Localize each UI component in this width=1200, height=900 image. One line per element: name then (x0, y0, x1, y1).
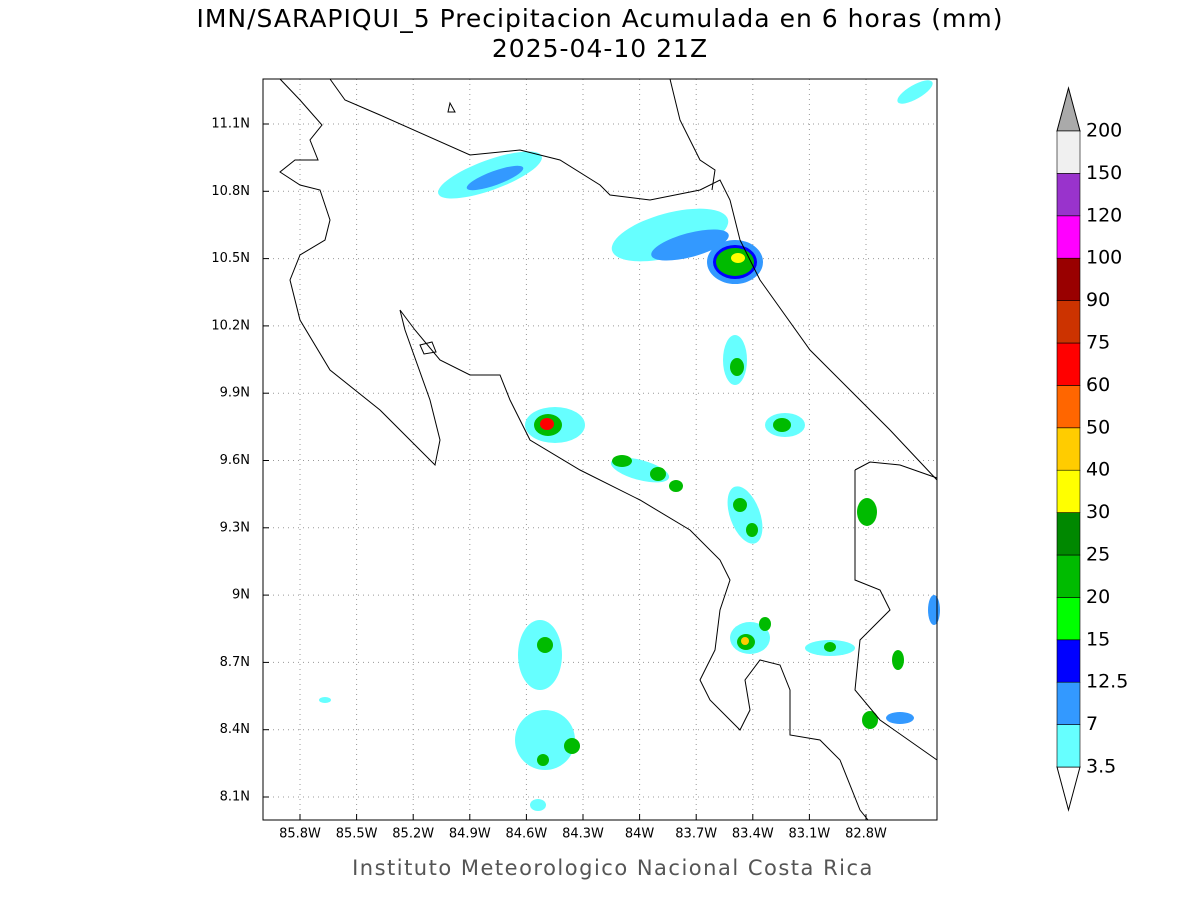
lon-tick-label: 82.8W (845, 827, 887, 842)
lat-tick-label: 10.2N (211, 318, 250, 333)
colorbar-label: 20 (1086, 586, 1110, 608)
colorbar-label: 120 (1086, 204, 1122, 226)
colorbar-label: 150 (1086, 162, 1122, 184)
lon-tick-label: 85.2W (392, 827, 434, 842)
colorbar-box (1056, 724, 1081, 768)
lon-tick-label: 85.5W (336, 827, 378, 842)
colorbar-box (1056, 639, 1081, 683)
lat-tick-label: 9.6N (220, 453, 250, 468)
axes: 85.8W 85.5W 85.2W 84.9W 84.6W 84.3W 84W 83.7W 83… (211, 117, 887, 842)
colorbar-box (1056, 469, 1081, 513)
colorbar-label: 50 (1086, 416, 1110, 438)
colorbar-box (1056, 173, 1081, 217)
lat-tick-label: 9.3N (220, 520, 250, 535)
lon-tick-label: 83.7W (675, 827, 717, 842)
lat-tick-label: 8.7N (220, 655, 250, 670)
colorbar-box (1056, 512, 1081, 556)
colorbar-label: 90 (1086, 289, 1110, 311)
lon-tick-label: 84.9W (449, 827, 491, 842)
colorbar-label: 40 (1086, 459, 1110, 481)
lon-tick-label: 84.6W (505, 827, 547, 842)
colorbar-box (1056, 257, 1081, 301)
coastline (279, 78, 938, 821)
lat-tick-label: 8.4N (220, 722, 250, 737)
colorbar-label: 3.5 (1086, 756, 1116, 778)
title: IMN/SARAPIQUI_5 Precipitacion Acumulada … (196, 4, 1003, 33)
colorbar-box (1056, 130, 1081, 174)
over-triangle (1056, 86, 1081, 132)
footer: Instituto Meteorologico Nacional Costa R… (352, 856, 874, 880)
lon-tick-label: 83.4W (732, 827, 774, 842)
colorbar-label: 25 (1086, 544, 1110, 566)
colorbar-label: 12.5 (1086, 671, 1128, 693)
colorbar-box (1056, 597, 1081, 641)
colorbar-box (1056, 554, 1081, 598)
colorbar-label: 75 (1086, 332, 1110, 354)
lat-tick-label: 11.1N (211, 117, 250, 132)
colorbar-label: 15 (1086, 628, 1110, 650)
colorbar-box (1056, 427, 1081, 471)
lat-tick-label: 8.1N (220, 790, 250, 805)
lat-tick-label: 9.9N (220, 386, 250, 401)
colorbar-label: 200 (1086, 120, 1122, 142)
subtitle: 2025-04-10 21Z (492, 34, 708, 63)
precipitation (319, 80, 940, 811)
colorbar-label: 100 (1086, 247, 1122, 269)
lat-tick-label: 9N (232, 588, 250, 603)
grid (263, 79, 937, 820)
colorbar-box (1056, 300, 1081, 344)
lon-tick-label: 85.8W (279, 827, 321, 842)
lat-tick-label: 10.8N (211, 184, 250, 199)
colorbar-box (1056, 215, 1081, 259)
colorbar-label: 7 (1086, 713, 1098, 735)
colorbar-label: 30 (1086, 501, 1110, 523)
lon-tick-label: 84.3W (562, 827, 604, 842)
under-triangle (1056, 766, 1081, 812)
colorbar-box (1056, 342, 1081, 386)
colorbar-label: 60 (1086, 374, 1110, 396)
lat-tick-label: 10.5N (211, 251, 250, 266)
lon-tick-label: 83.1W (788, 827, 830, 842)
map-frame (262, 78, 938, 821)
colorbar-box (1056, 681, 1081, 725)
colorbar: 3.5 7 12.5 15 20 25 30 40 50 60 75 90 100 120 150 200 (1056, 86, 1128, 812)
lon-tick-label: 84W (625, 827, 655, 842)
colorbar-box (1056, 385, 1081, 429)
